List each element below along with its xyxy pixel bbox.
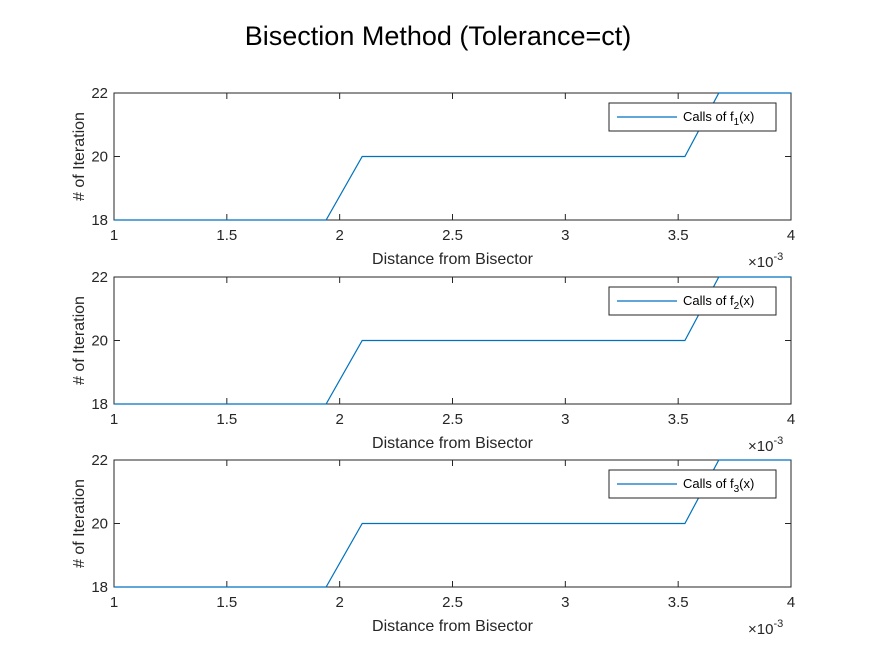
x-axis-multiplier-exponent: -3 (773, 435, 783, 447)
y-tick-label: 22 (91, 452, 108, 469)
x-tick-label: 3 (561, 594, 569, 611)
y-tick-label: 22 (91, 269, 108, 286)
legend: Calls of f2(x) (608, 286, 777, 316)
x-tick-label: 2.5 (442, 411, 463, 428)
y-tick-label: 22 (91, 85, 108, 102)
y-axis-label: # of Iteration (71, 296, 88, 385)
x-axis-multiplier: ×10-3 (748, 618, 783, 638)
series-line-1 (114, 276, 791, 405)
x-tick-label: 3.5 (668, 227, 689, 244)
x-axis-multiplier-exponent: -3 (773, 251, 783, 263)
x-tick-label: 2 (335, 411, 343, 428)
legend-entry-subscript: 2 (734, 301, 740, 312)
x-tick-label: 4 (787, 594, 795, 611)
x-axis-multiplier: ×10-3 (748, 251, 783, 271)
x-tick-label: 4 (787, 227, 795, 244)
x-tick-label: 1 (110, 594, 118, 611)
x-tick-label: 1.5 (216, 227, 237, 244)
series-line-1 (114, 459, 791, 588)
legend: Calls of f3(x) (608, 469, 777, 499)
y-axis-label: # of Iteration (71, 479, 88, 568)
subplot-3: 1 1.5 2 2.5 3 3.5 4 18 20 22 Distance from Bisecto… (71, 452, 795, 638)
y-tick-label: 20 (91, 516, 108, 533)
x-tick-label: 3.5 (668, 411, 689, 428)
legend-entry-suffix: (x) (739, 293, 754, 308)
legend-entry-subscript: 1 (734, 117, 740, 128)
y-tick-label: 20 (91, 149, 108, 166)
x-tick-label: 1 (110, 227, 118, 244)
x-tick-label: 2.5 (442, 594, 463, 611)
x-tick-label: 3 (561, 411, 569, 428)
x-tick-label: 2.5 (442, 227, 463, 244)
subplot-1: 1 1.5 2 2.5 3 3.5 4 18 20 22 Distance from Bisecto… (71, 85, 795, 271)
x-tick-label: 2 (335, 227, 343, 244)
y-axis-label: # of Iteration (71, 112, 88, 201)
legend-entry-subscript: 3 (734, 484, 740, 495)
y-tick-label: 18 (91, 579, 108, 596)
x-tick-label: 2 (335, 594, 343, 611)
x-tick-label: 1 (110, 411, 118, 428)
legend: Calls of f1(x) (608, 102, 777, 132)
x-tick-label: 3 (561, 227, 569, 244)
y-tick-label: 18 (91, 396, 108, 413)
legend-entry-suffix: (x) (739, 476, 754, 491)
figure-title: Bisection Method (Tolerance=ct) (245, 21, 631, 51)
x-tick-label: 1.5 (216, 411, 237, 428)
x-tick-label: 3.5 (668, 594, 689, 611)
legend-entry-suffix: (x) (739, 109, 754, 124)
x-axis-label: Distance from Bisector (372, 251, 534, 268)
y-tick-label: 18 (91, 212, 108, 229)
y-tick-label: 20 (91, 333, 108, 350)
series-line-1 (114, 92, 791, 221)
x-axis-label: Distance from Bisector (372, 435, 534, 452)
x-axis-multiplier: ×10-3 (748, 435, 783, 455)
x-axis-label: Distance from Bisector (372, 618, 534, 635)
subplot-2: 1 1.5 2 2.5 3 3.5 4 18 20 22 Distance from Bisecto… (71, 269, 795, 455)
x-tick-label: 4 (787, 411, 795, 428)
x-axis-multiplier-exponent: -3 (773, 618, 783, 630)
x-tick-label: 1.5 (216, 594, 237, 611)
